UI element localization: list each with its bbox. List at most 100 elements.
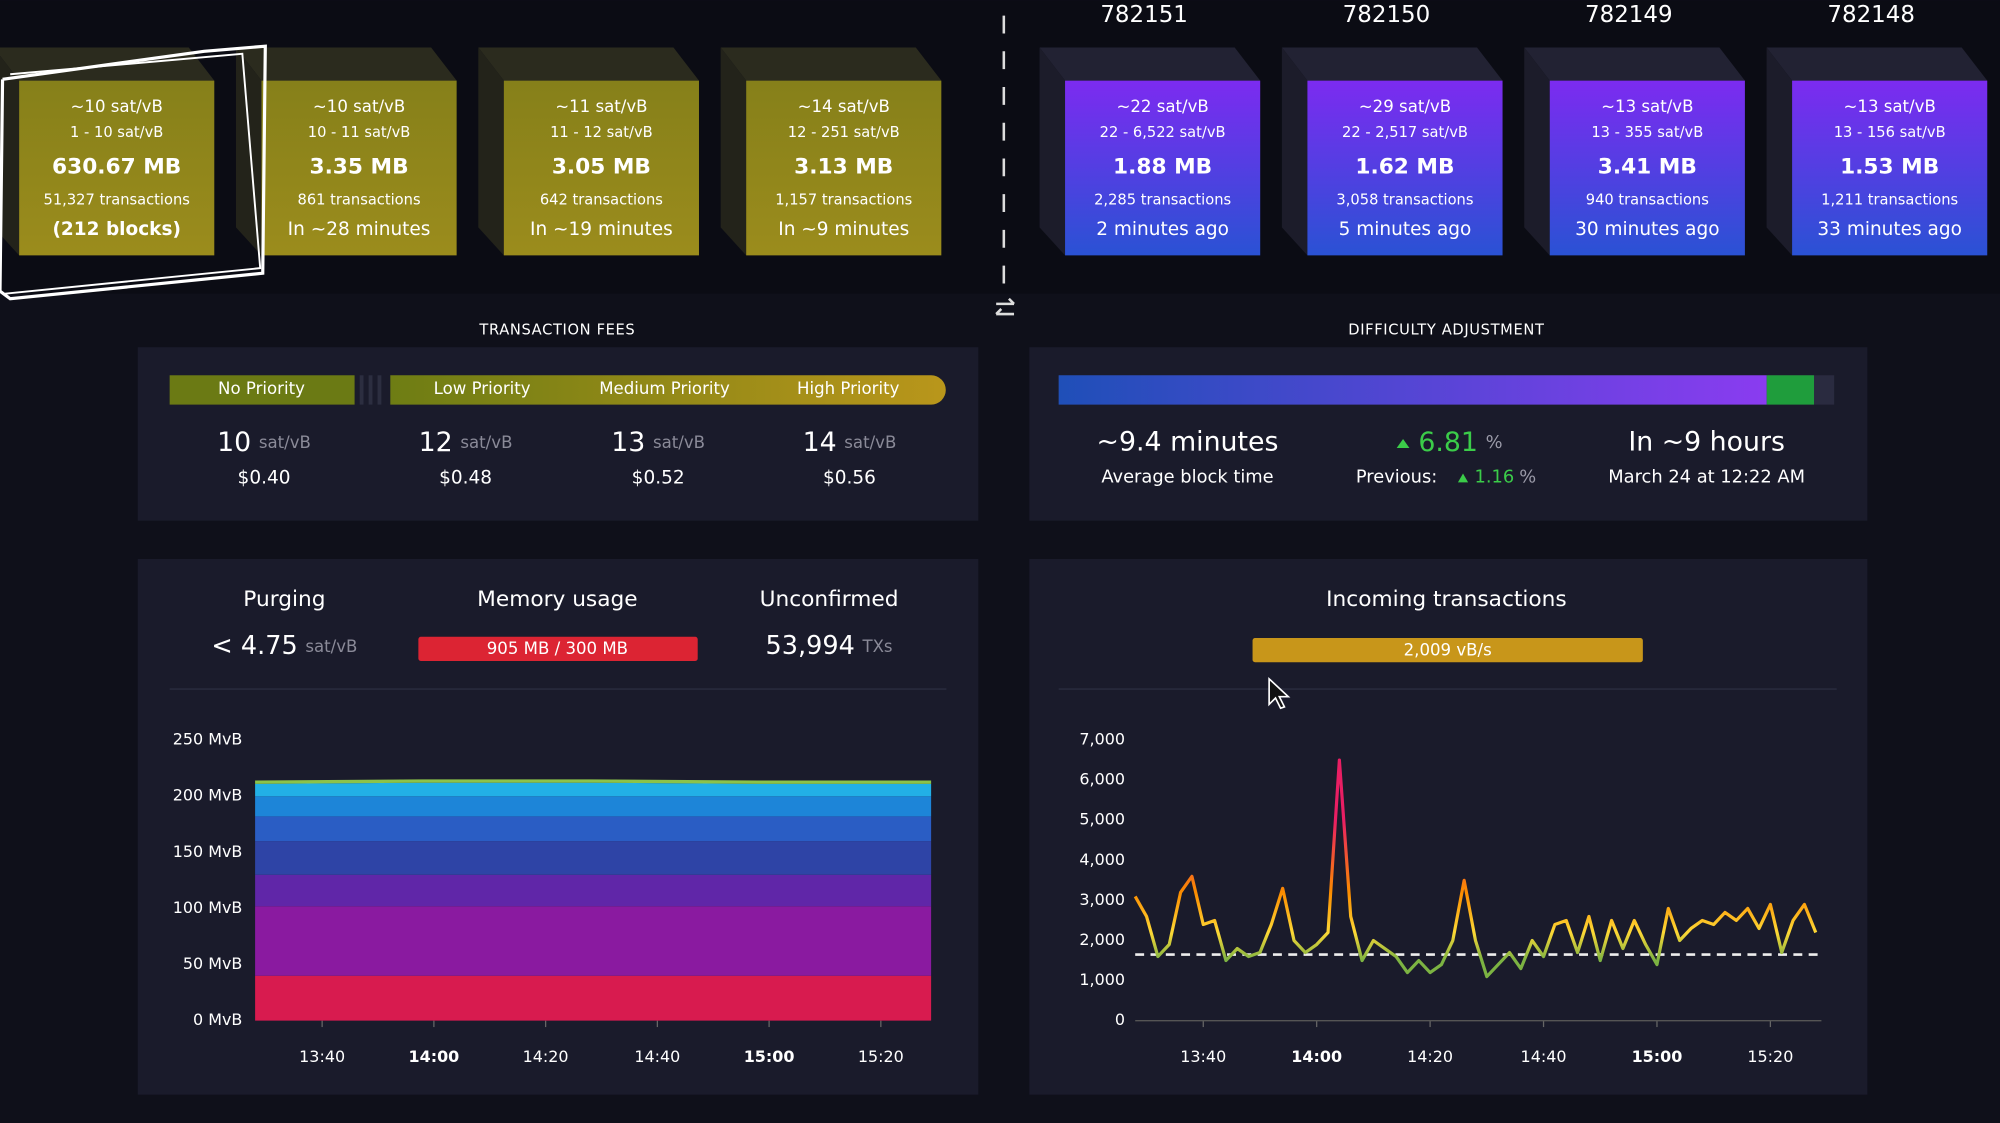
block-time: In ~9 minutes: [778, 219, 909, 240]
y-tick-label: 6,000: [1079, 770, 1125, 789]
block-fee: ~13 sat/vB: [1601, 97, 1693, 116]
y-tick-label: 5,000: [1079, 810, 1125, 829]
block[interactable]: [1307, 80, 1503, 256]
block-fee: ~11 sat/vB: [555, 97, 647, 116]
difficulty-remaining: [1766, 375, 1815, 405]
block-top: [478, 47, 699, 81]
block-size: 3.05 MB: [552, 154, 651, 179]
block-tx-count: 2,285 transactions: [1094, 192, 1231, 209]
incoming-title: Incoming transactions: [1326, 587, 1567, 612]
block-fee: ~10 sat/vB: [71, 97, 163, 116]
highlight-scribble: [0, 44, 267, 301]
x-tick-label: 15:00: [1632, 1047, 1683, 1066]
block-fee-range: 22 - 6,522 sat/vB: [1100, 124, 1226, 141]
x-tick-label: 13:40: [1180, 1047, 1226, 1066]
x-tick-label: 14:00: [1291, 1047, 1342, 1066]
memory-bar: [418, 636, 698, 661]
priority-usd: $0.56: [823, 468, 876, 489]
incoming-rate: 2,009 vB/s: [1404, 640, 1492, 659]
mempool-layer: [255, 975, 932, 1021]
block-tx-count: 940 transactions: [1586, 192, 1709, 209]
unconfirmed-value: 53,994 TXs: [766, 631, 893, 661]
gap-stripes: [359, 375, 382, 405]
incoming-line: [1133, 758, 1818, 979]
priority-fee: 14 sat/vB: [803, 426, 897, 457]
block-side: [720, 47, 747, 256]
block-time: 2 minutes ago: [1096, 219, 1229, 240]
block-height[interactable]: 782151: [1100, 2, 1188, 28]
block-size: 630.67 MB: [52, 154, 181, 179]
block-side: [1524, 47, 1550, 256]
previous-label: Previous:: [1356, 466, 1437, 487]
memory-label: Memory usage: [477, 587, 637, 612]
x-tick-label: 15:20: [1747, 1047, 1793, 1066]
block-tx-count: 3,058 transactions: [1336, 192, 1473, 209]
swap-icon[interactable]: [995, 297, 1015, 316]
block-top: [1766, 47, 1988, 81]
block[interactable]: [1549, 80, 1745, 256]
priority-label: No Priority: [218, 379, 305, 398]
priority-fee: 13 sat/vB: [611, 426, 705, 457]
y-tick-label: 0: [1115, 1010, 1125, 1029]
block-height[interactable]: 782149: [1585, 2, 1673, 28]
mempool-layer: [255, 874, 932, 907]
block[interactable]: [261, 80, 457, 256]
priority-fee: 12 sat/vB: [419, 426, 513, 457]
block-fee-range: 1 - 10 sat/vB: [70, 124, 163, 141]
block-top: [720, 47, 942, 81]
average-block-time: ~9.4 minutes: [1097, 426, 1279, 457]
block-side: [235, 47, 262, 256]
mouse-cursor: [1268, 676, 1291, 710]
block-fee: ~22 sat/vB: [1116, 97, 1208, 116]
x-tick-label: 14:20: [1407, 1047, 1453, 1066]
block-tx-count: 861 transactions: [298, 192, 421, 209]
y-tick-label: 50 MvB: [183, 954, 242, 973]
block-time: In ~28 minutes: [288, 219, 431, 240]
section-title: DIFFICULTY ADJUSTMENT: [1348, 322, 1544, 339]
block[interactable]: [1065, 80, 1261, 256]
section-title: TRANSACTION FEES: [478, 322, 635, 339]
block-fee: ~29 sat/vB: [1359, 97, 1451, 116]
block-height[interactable]: 782148: [1827, 2, 1915, 28]
block-height[interactable]: 782150: [1343, 2, 1431, 28]
block[interactable]: [1792, 80, 1988, 256]
block-fee-range: 10 - 11 sat/vB: [308, 124, 411, 141]
no-priority-bar: [169, 375, 355, 405]
block-top: [1524, 47, 1745, 81]
block[interactable]: [19, 80, 215, 256]
block-size: 1.88 MB: [1113, 154, 1212, 179]
difficulty-date: March 24 at 12:22 AM: [1608, 466, 1805, 487]
average-label: Average block time: [1101, 466, 1273, 487]
fee-value: 10: [217, 426, 251, 457]
block-size: 1.53 MB: [1840, 154, 1939, 179]
block[interactable]: [746, 80, 942, 256]
memory-value: 905 MB / 300 MB: [487, 639, 628, 658]
x-tick-label: 14:20: [523, 1047, 569, 1066]
block-tx-count: 1,211 transactions: [1821, 192, 1958, 209]
block-fee-range: 12 - 251 sat/vB: [788, 124, 900, 141]
block-time: In ~19 minutes: [530, 219, 673, 240]
difficulty-eta: In ~9 hours: [1628, 426, 1785, 457]
block-side: [0, 55, 20, 256]
y-tick-label: 200 MvB: [173, 786, 243, 805]
up-arrow: [1457, 473, 1469, 483]
difficulty-progress: [1058, 375, 1767, 405]
block-tx-count: 642 transactions: [540, 192, 663, 209]
priority-label: Medium Priority: [599, 379, 730, 398]
block-fee: ~10 sat/vB: [313, 97, 405, 116]
block-fee-range: 22 - 2,517 sat/vB: [1342, 124, 1468, 141]
priority-bar: [390, 375, 946, 405]
y-tick-label: 250 MvB: [173, 730, 243, 749]
y-tick-label: 7,000: [1079, 730, 1125, 749]
purging-value: < 4.75 sat/vB: [211, 631, 357, 661]
block-time: 33 minutes ago: [1817, 219, 1961, 240]
block[interactable]: [503, 80, 699, 256]
highlight-scribble: [5, 52, 262, 295]
purging-label: Purging: [243, 587, 325, 612]
fee-value: 12: [419, 426, 453, 457]
block-size: 3.13 MB: [794, 154, 893, 179]
block-side: [1039, 47, 1066, 256]
block-fee-range: 11 - 12 sat/vB: [550, 124, 653, 141]
